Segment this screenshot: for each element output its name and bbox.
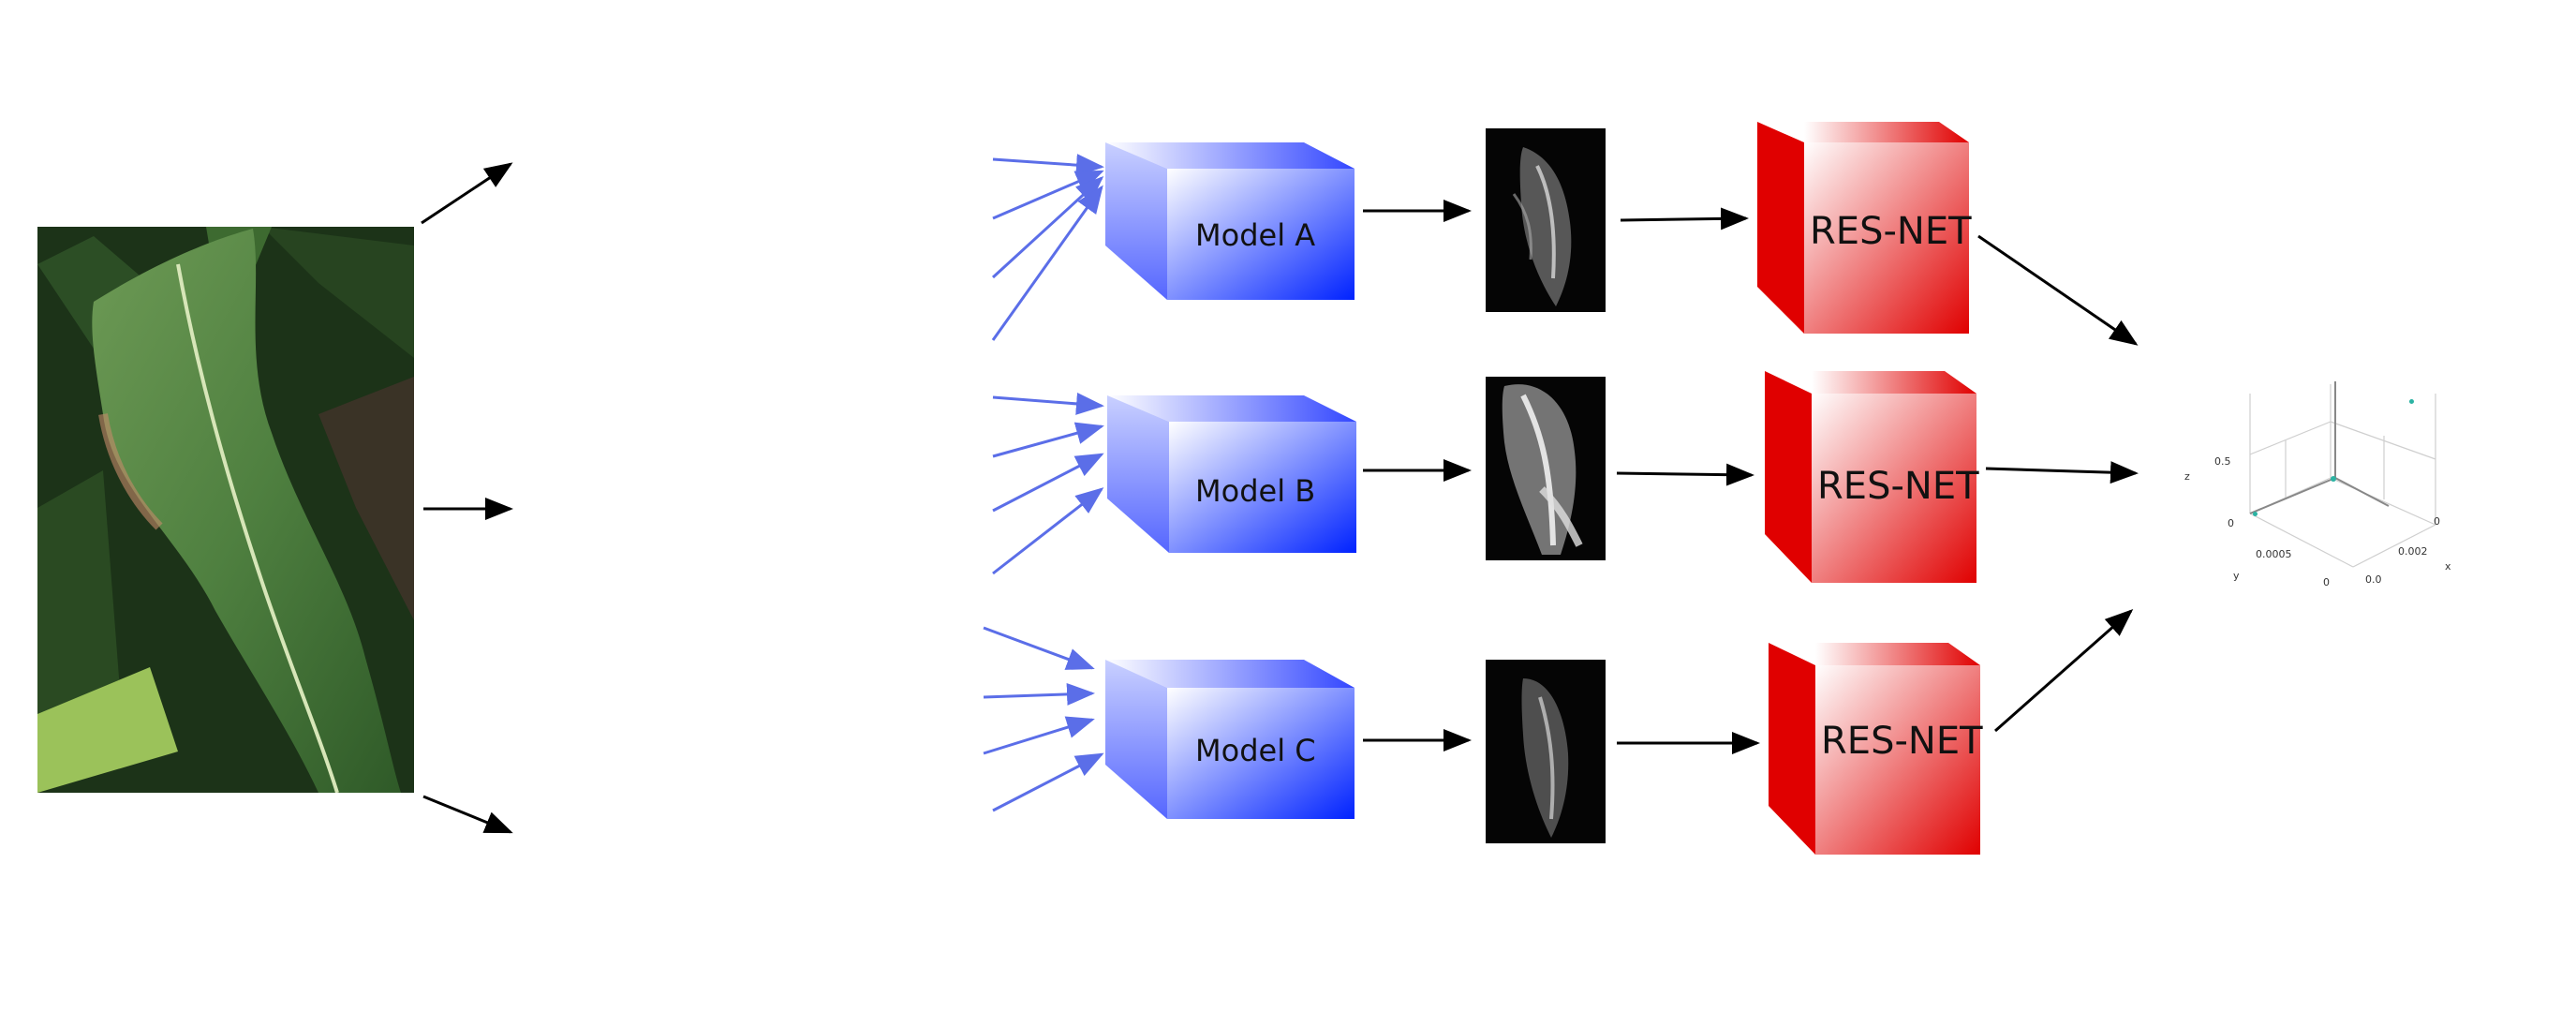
resnet-to-plot-arrows xyxy=(1977,234,2139,733)
plot-tick-x2: 0.0 xyxy=(2365,573,2382,586)
resnet-box-2 xyxy=(1765,371,1976,583)
resnet-label-2: RES-NET xyxy=(1817,465,1979,508)
model-a-label: Model A xyxy=(1195,217,1316,253)
model-b-box xyxy=(1107,395,1356,553)
plot-point xyxy=(2253,512,2258,516)
model-to-heatmap-arrows xyxy=(1363,200,1472,752)
plot-tick-z0: 0 xyxy=(2228,517,2234,529)
resnet-label-1: RES-NET xyxy=(1810,210,1972,253)
plot-tick-z: 0.5 xyxy=(2214,455,2231,468)
heatmap-b xyxy=(1486,377,1606,560)
plot-tick-x0: 0 xyxy=(2434,515,2440,528)
plot-tick-y0: 0 xyxy=(2323,576,2330,588)
leaf-to-grid-arrows xyxy=(421,162,513,834)
heatmap-a xyxy=(1486,128,1606,312)
plot-axis-y-label: y xyxy=(2233,570,2240,582)
heatmap-c xyxy=(1486,660,1606,843)
model-c-label: Model C xyxy=(1195,733,1316,768)
plot-point xyxy=(2331,476,2336,482)
model-a-box xyxy=(1105,142,1355,300)
plot-tick-x1: 0.002 xyxy=(2398,545,2428,558)
plot-axis-x-label: x xyxy=(2445,560,2451,573)
heatmap-to-resnet-arrows xyxy=(1616,207,1760,754)
model-c-box xyxy=(1105,660,1355,819)
leaf-photo xyxy=(37,227,414,793)
plot-point xyxy=(2409,399,2414,404)
scatter-3d-plot xyxy=(2249,381,2436,568)
resnet-box-3 xyxy=(1769,643,1980,855)
plot-axis-z-label: z xyxy=(2184,470,2190,483)
grid-to-model-arrows xyxy=(983,154,1104,812)
model-b-label: Model B xyxy=(1195,473,1316,509)
resnet-box-1 xyxy=(1757,122,1969,334)
plot-tick-y1: 0.0005 xyxy=(2256,548,2292,560)
resnet-label-3: RES-NET xyxy=(1821,720,1983,763)
